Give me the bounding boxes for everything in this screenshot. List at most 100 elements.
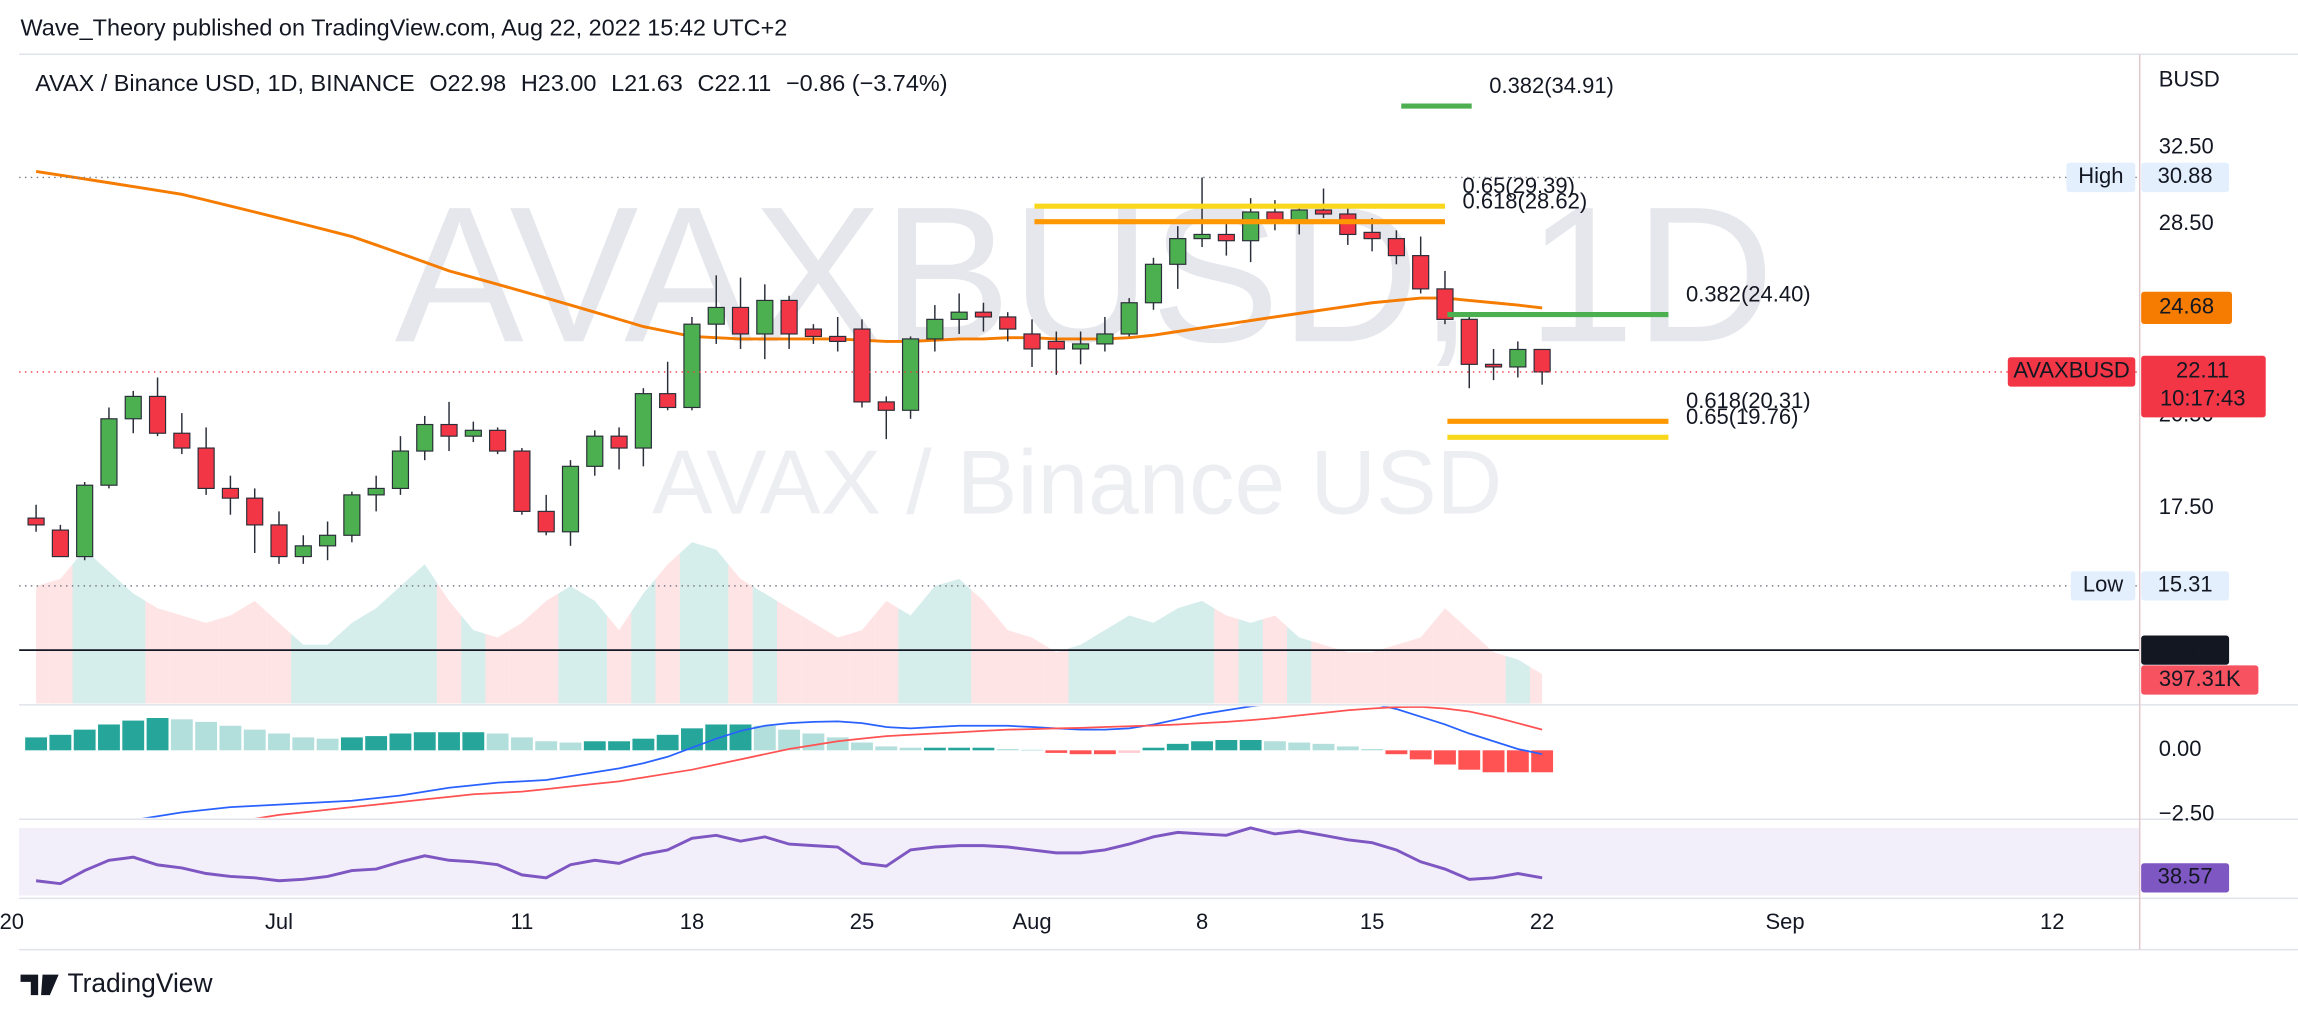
macd-tick-label: 0.00 bbox=[2159, 736, 2202, 761]
macd-histogram bbox=[802, 733, 825, 751]
macd-histogram bbox=[365, 736, 388, 751]
macd-histogram bbox=[1506, 750, 1529, 773]
volume-area bbox=[849, 615, 875, 704]
volume-area bbox=[436, 582, 462, 704]
candle-body bbox=[780, 299, 798, 335]
candle-body bbox=[1120, 302, 1138, 335]
macd-histogram bbox=[899, 747, 922, 751]
candle-body bbox=[610, 435, 628, 449]
volume-area bbox=[582, 593, 607, 704]
candle-body bbox=[1412, 255, 1430, 290]
macd-histogram bbox=[753, 725, 776, 751]
macd-histogram bbox=[1531, 750, 1554, 773]
volume-area bbox=[461, 615, 486, 704]
volume-area bbox=[1117, 615, 1142, 704]
candle-body bbox=[464, 429, 482, 437]
volume-area bbox=[801, 615, 826, 704]
candle-body bbox=[100, 418, 118, 486]
volume-area bbox=[776, 600, 802, 704]
legend-high: H23.00 bbox=[521, 70, 597, 96]
candle-body bbox=[221, 487, 240, 499]
macd-histogram bbox=[146, 718, 169, 751]
volume-area bbox=[193, 619, 219, 704]
price-value: 22.11 bbox=[2176, 358, 2229, 383]
macd-histogram bbox=[1361, 749, 1384, 751]
signal-line bbox=[255, 706, 1543, 818]
candle-body bbox=[440, 423, 458, 437]
volume-value: 397.31K bbox=[2159, 666, 2241, 691]
volume-area bbox=[995, 615, 1020, 704]
volume-area bbox=[1311, 641, 1336, 704]
countdown: 10:17:43 bbox=[2160, 386, 2246, 411]
candle-body bbox=[391, 450, 410, 490]
macd-histogram bbox=[778, 729, 801, 751]
volume-area bbox=[971, 589, 996, 704]
volume-area bbox=[48, 564, 73, 704]
volume-area bbox=[218, 608, 243, 704]
candle-body bbox=[999, 316, 1017, 330]
symbol-tag-box bbox=[2007, 357, 2136, 387]
volume-area bbox=[947, 578, 972, 704]
brand-logo bbox=[20, 974, 59, 996]
high-label: High bbox=[2078, 163, 2123, 188]
macd-histogram bbox=[1215, 739, 1238, 751]
candle-body bbox=[1436, 288, 1454, 320]
macd-histogram bbox=[996, 749, 1019, 751]
macd-histogram bbox=[1482, 750, 1505, 773]
hline-value: 13.71 bbox=[2158, 636, 2213, 661]
macd-histogram bbox=[1458, 750, 1481, 770]
candle-body bbox=[270, 524, 288, 558]
macd-histogram bbox=[851, 742, 873, 751]
macd-histogram bbox=[705, 724, 728, 751]
volume-value-box bbox=[2141, 665, 2259, 695]
volume-area bbox=[315, 633, 340, 704]
low-value: 15.31 bbox=[2158, 572, 2213, 597]
candle-body bbox=[1314, 209, 1333, 215]
volume-area bbox=[534, 593, 559, 704]
volume-area bbox=[1068, 637, 1093, 704]
y-tick-label: 32.50 bbox=[2159, 133, 2214, 158]
candle-body bbox=[950, 311, 968, 320]
volume-area bbox=[752, 586, 777, 704]
high-label-box bbox=[2066, 162, 2136, 193]
candle-body bbox=[731, 306, 750, 335]
macd-histogram bbox=[340, 737, 363, 751]
macd-histogram bbox=[1069, 750, 1092, 755]
macd-histogram bbox=[219, 725, 242, 751]
candle-body bbox=[1072, 343, 1090, 350]
hline-value-box bbox=[2141, 635, 2230, 665]
legend-change: −0.86 (−3.74%) bbox=[786, 70, 948, 96]
candle-body bbox=[1509, 348, 1527, 368]
volume-area bbox=[558, 586, 583, 704]
macd-histogram bbox=[608, 741, 631, 751]
candle-body bbox=[1169, 238, 1187, 265]
fib-label: 0.65(19.76) bbox=[1686, 404, 1798, 429]
volume-area bbox=[339, 615, 365, 704]
candle-body bbox=[561, 465, 580, 533]
macd-histogram bbox=[462, 732, 485, 751]
candle-body bbox=[416, 423, 434, 452]
volume-area bbox=[1141, 615, 1166, 704]
candle-body bbox=[1144, 263, 1163, 304]
macd-histogram bbox=[510, 737, 533, 751]
volume-area bbox=[922, 582, 948, 704]
macd-histogram bbox=[729, 724, 752, 751]
candle-body bbox=[148, 395, 167, 434]
candle-body bbox=[634, 393, 652, 449]
publisher: Wave_Theory published on TradingView.com… bbox=[21, 14, 788, 40]
macd-histogram bbox=[1263, 741, 1286, 751]
volume-area bbox=[704, 545, 729, 704]
candle-body bbox=[1193, 233, 1211, 240]
macd-histogram bbox=[1191, 741, 1213, 751]
candle-body bbox=[197, 447, 215, 490]
candle-body bbox=[901, 338, 920, 411]
low-value-box bbox=[2141, 571, 2230, 601]
macd-histogram bbox=[583, 741, 606, 751]
volume-area bbox=[36, 582, 49, 704]
candle-body bbox=[974, 311, 993, 318]
macd-histogram bbox=[292, 737, 315, 751]
candle-body bbox=[513, 450, 531, 512]
candle-body bbox=[246, 497, 264, 526]
low-label-box bbox=[2070, 571, 2136, 601]
candle-body bbox=[343, 494, 361, 536]
